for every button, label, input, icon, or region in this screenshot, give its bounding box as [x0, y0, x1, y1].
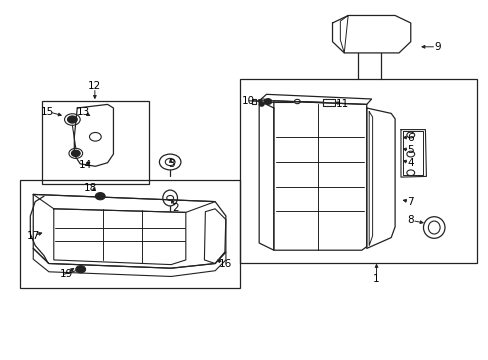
- Text: 19: 19: [59, 269, 73, 279]
- Text: 1: 1: [372, 274, 379, 284]
- Text: 10: 10: [242, 96, 254, 106]
- Bar: [20, 180, 239, 288]
- Text: 7: 7: [407, 197, 413, 207]
- Text: 4: 4: [407, 158, 413, 168]
- Text: 12: 12: [88, 81, 102, 91]
- Text: 13: 13: [76, 107, 90, 117]
- Text: 18: 18: [83, 183, 97, 193]
- Bar: [239, 79, 476, 263]
- Text: 8: 8: [407, 215, 413, 225]
- Circle shape: [76, 266, 85, 273]
- Text: 2: 2: [172, 203, 179, 213]
- Text: 9: 9: [433, 42, 440, 52]
- Bar: [41, 101, 149, 184]
- Circle shape: [71, 150, 80, 157]
- Circle shape: [95, 193, 105, 200]
- Text: 3: 3: [167, 159, 174, 169]
- Text: 16: 16: [218, 258, 231, 269]
- Circle shape: [264, 99, 271, 104]
- Text: 11: 11: [335, 99, 348, 109]
- Text: 5: 5: [407, 145, 413, 156]
- Text: 15: 15: [41, 107, 55, 117]
- Circle shape: [259, 103, 264, 106]
- Text: 17: 17: [26, 231, 40, 241]
- Text: 14: 14: [79, 160, 92, 170]
- Circle shape: [67, 116, 77, 123]
- Text: 6: 6: [407, 132, 413, 143]
